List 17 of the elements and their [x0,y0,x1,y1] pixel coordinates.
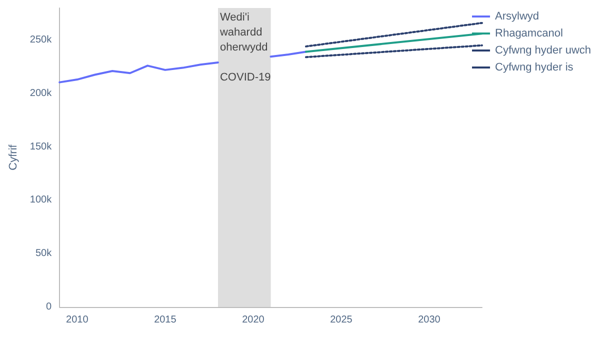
x-tick-label: 2025 [330,314,353,326]
y-tick-label: 50k [35,248,53,260]
y-tick-label: 0 [46,302,52,312]
x-tick-label: 2020 [242,314,265,326]
legend-label: Arsylwyd [495,10,540,22]
y-axis-title: Cyfrif [8,144,20,170]
y-tick-label: 250k [30,34,53,46]
legend-label: Cyfwng hyder uwch [495,44,592,56]
legend-label: Cyfwng hyder is [495,62,574,74]
y-tick-label: 100k [30,194,53,206]
x-tick-label: 2015 [154,314,177,326]
x-tick-label: 2030 [418,314,441,326]
y-tick-label: 200k [30,88,53,99]
x-tick-label: 2010 [66,314,89,326]
legend-label: Rhagamcanol [495,28,563,40]
text: Wedi'i wahardd oherwydd COVID-19 [220,12,271,84]
y-tick-label: 150k [30,141,53,152]
